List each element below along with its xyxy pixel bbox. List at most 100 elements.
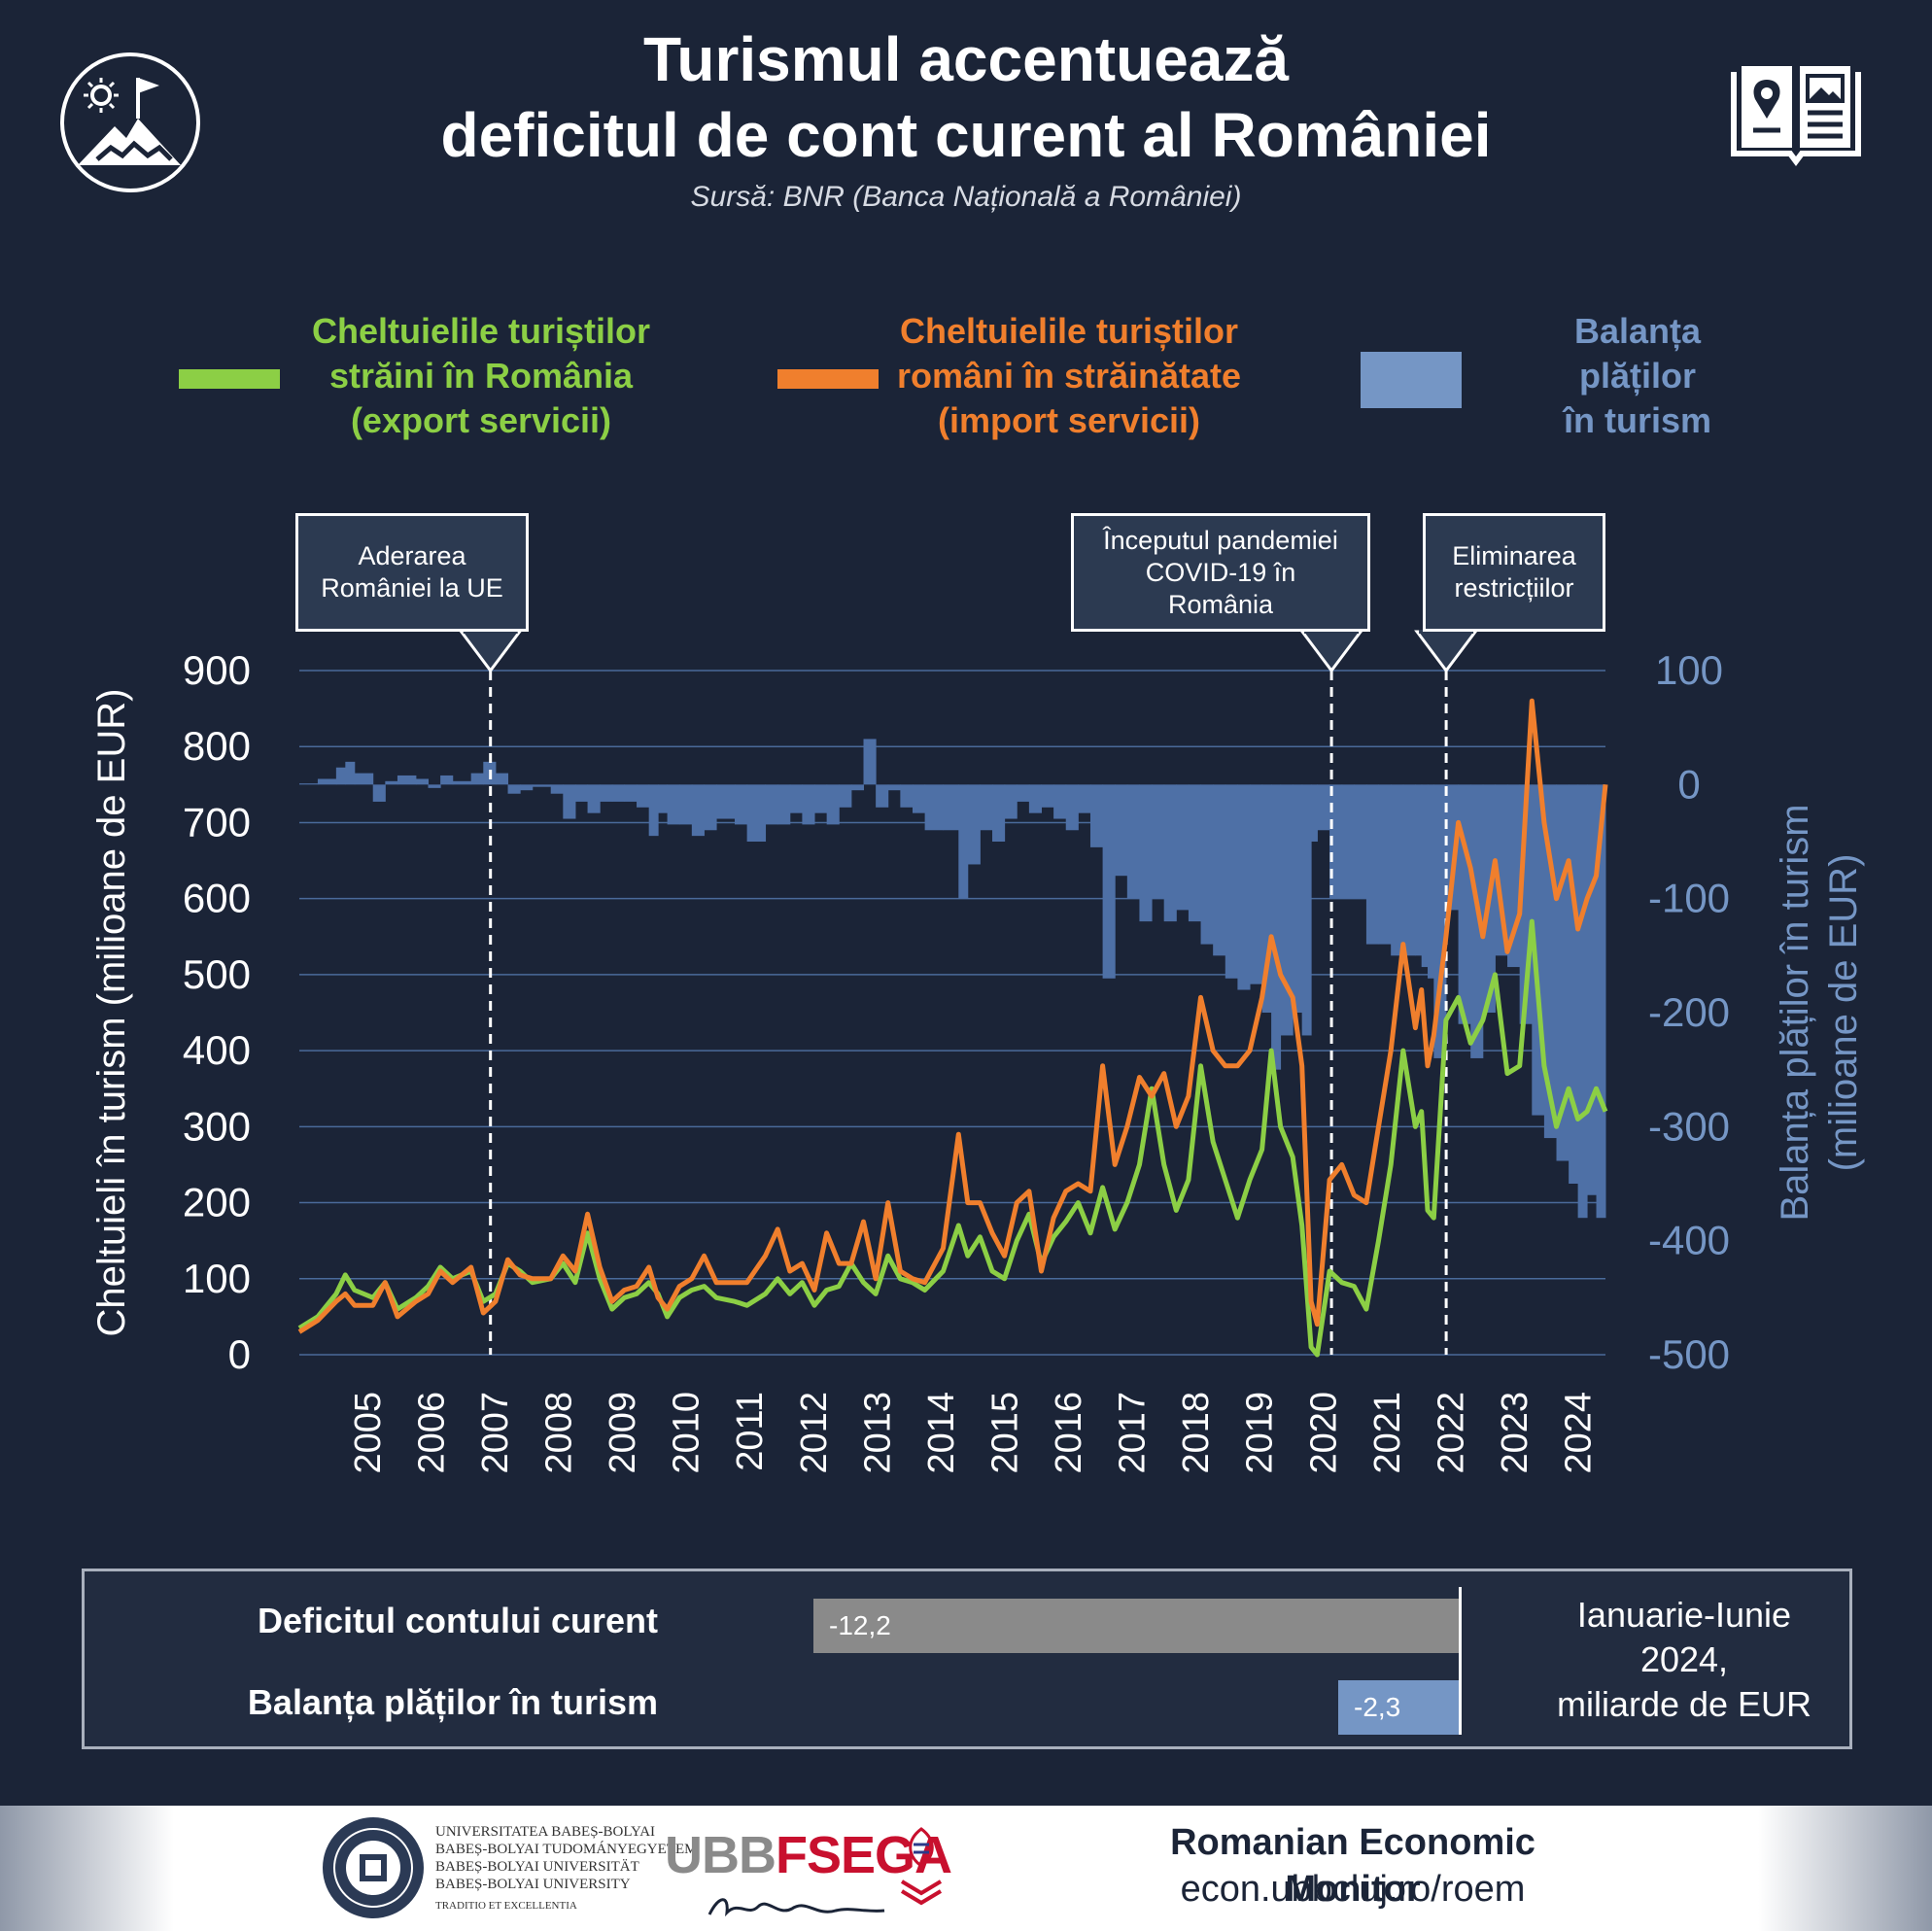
balance-bar [1041, 784, 1054, 808]
x-tick-label: 2024 [1558, 1392, 1599, 1474]
footer-url-link[interactable]: econ.ubbcluj.ro/roem [1180, 1869, 1526, 1910]
university-motto: TRADITIO ET EXCELLENTIA [435, 1900, 577, 1912]
y2-tick-label: -400 [1648, 1218, 1730, 1263]
balance-bar [1421, 784, 1429, 968]
university-name-line-4: BABEȘ-BOLYAI UNIVERSITY [435, 1877, 631, 1892]
balance-bar [679, 784, 693, 825]
balance-bar [1280, 784, 1294, 1036]
callout-eu-accession: Aderarea României la UE [295, 513, 529, 632]
balance-bar [735, 784, 748, 825]
balance-bar [814, 784, 828, 813]
page-title: Turismul accentuează deficitul de cont c… [0, 21, 1932, 173]
legend-balance-swatch [1361, 352, 1462, 408]
callout-pointer [1414, 630, 1479, 673]
summary-label-tourism-balance: Balanța plăților în turism [247, 1682, 658, 1722]
balance-bar [1139, 784, 1153, 922]
y-tick-label: 700 [183, 799, 251, 845]
balance-bar [1378, 784, 1392, 945]
balance-bar [1017, 784, 1030, 802]
y-tick-label: 0 [228, 1331, 251, 1377]
summary-note: Ianuarie-Iunie 2024, miliarde de EUR [1529, 1593, 1840, 1727]
balance-bar [658, 784, 669, 813]
balance-bar [1354, 784, 1367, 899]
y2-tick-label: 0 [1677, 761, 1700, 807]
callout-covid-line-3: România [1167, 589, 1274, 619]
callout-restrictions-lifted: Eliminarea restricțiilor [1423, 513, 1605, 632]
balance-bar [1250, 784, 1263, 984]
balance-bar [912, 784, 926, 813]
balance-bar [789, 784, 803, 813]
balance-bar [876, 784, 889, 808]
x-tick-label: 2011 [730, 1392, 771, 1471]
balance-bar [1596, 784, 1606, 1219]
travel-guide-book-icon [1731, 66, 1861, 166]
balance-bar [958, 784, 969, 899]
summary-note-line-1: Ianuarie-Iunie [1576, 1595, 1792, 1635]
balance-bar [1261, 784, 1272, 1013]
x-tick-label: 2016 [1049, 1392, 1089, 1474]
balance-bar [470, 773, 484, 785]
source-note: Sursă: BNR (Banca Națională a României) [690, 181, 1242, 213]
y2-tick-label: -300 [1648, 1103, 1730, 1149]
summary-note-line-2: 2024, [1639, 1639, 1729, 1679]
callout-covid-line-1: Începutul pandemiei [1103, 525, 1338, 555]
legend-balance-label: Balanța plăților în turism [1516, 309, 1759, 443]
university-name-line-3: BABEȘ-BOLYAI UNIVERSITÄT [435, 1859, 639, 1875]
y2-tick-label: 100 [1655, 647, 1723, 693]
legend-balance-line-3: în turism [1563, 400, 1711, 440]
mountain-flag-icon [60, 52, 200, 192]
balance-bar [1004, 784, 1018, 819]
balance-bar [1200, 784, 1214, 945]
balance-bar [1089, 784, 1104, 847]
balance-bar [1415, 784, 1423, 956]
x-tick-label: 2021 [1367, 1392, 1408, 1474]
balance-bar [624, 784, 638, 802]
balance-bar [1301, 784, 1312, 1036]
summary-panel: Deficitul contului curent -12,2 Balanța … [82, 1569, 1852, 1749]
balance-bar [716, 784, 736, 819]
x-tick-label: 2018 [1176, 1392, 1217, 1474]
balance-bar [943, 784, 959, 831]
legend-export-line-1: Cheltuielile turiștilor [311, 311, 651, 351]
university-name-line-1: UNIVERSITATEA BABEȘ-BOLYAI [435, 1824, 656, 1840]
balance-bar [1391, 784, 1404, 956]
balance-bar [611, 784, 625, 802]
ubb-fsega-logo: UBBFSEGA [665, 1825, 952, 1885]
callout-pointer [458, 630, 523, 673]
balance-bar [765, 784, 778, 825]
balance-bar [1293, 784, 1303, 1013]
university-seal-icon [323, 1817, 424, 1918]
legend-import-line-1: Cheltuielile turiștilor [899, 311, 1239, 351]
x-tick-label: 2010 [667, 1392, 707, 1474]
balance-bar [574, 784, 589, 802]
balance-bar [1495, 784, 1508, 956]
balance-bar [802, 784, 815, 825]
balance-bar [746, 784, 767, 842]
balance-bar [532, 784, 552, 787]
balance-bar [1115, 784, 1128, 877]
balance-bar [1470, 784, 1484, 1058]
y-tick-label: 300 [183, 1103, 251, 1149]
balance-bar [507, 784, 521, 794]
balance-bar [967, 784, 981, 865]
balance-bar [691, 784, 705, 837]
balance-bar [850, 784, 865, 791]
summary-bar-current-account: -12,2 [813, 1599, 1459, 1653]
y2-tick-label: -200 [1648, 989, 1730, 1035]
balance-bar [600, 784, 613, 802]
footer-monitor-title: Romanian Economic Monitor [1170, 1822, 1535, 1910]
x-tick-label: 2020 [1303, 1392, 1344, 1474]
balance-bar [317, 778, 337, 785]
summary-value-current-account: -12,2 [829, 1610, 891, 1640]
x-tick-label: 2015 [984, 1392, 1025, 1474]
balance-bar [1445, 784, 1460, 911]
balance-bar [1053, 784, 1067, 819]
balance-bar [1213, 784, 1226, 956]
balance-bar [1271, 784, 1282, 1070]
balance-bar [299, 783, 319, 785]
y-tick-label: 600 [183, 876, 251, 921]
balance-bar [667, 784, 680, 825]
fsega-emblem-icon [900, 1827, 943, 1906]
balance-bar [900, 784, 914, 808]
balance-bar [637, 784, 650, 808]
